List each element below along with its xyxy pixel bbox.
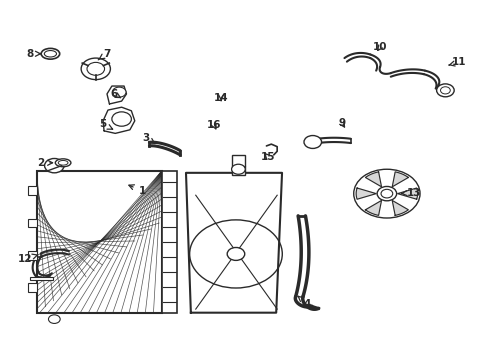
Text: 8: 8 [26, 49, 41, 59]
Circle shape [227, 247, 244, 260]
Text: 3: 3 [142, 133, 155, 144]
Polygon shape [365, 172, 381, 187]
Bar [231, 155, 244, 175]
Circle shape [48, 315, 60, 323]
Bar [28, 219, 37, 227]
Text: 2: 2 [37, 158, 53, 168]
Bar [161, 171, 177, 313]
Circle shape [436, 84, 453, 97]
Polygon shape [355, 188, 375, 199]
Bar [37, 171, 161, 313]
Text: 15: 15 [260, 152, 275, 162]
Text: 14: 14 [213, 93, 228, 103]
Text: 10: 10 [372, 42, 386, 52]
Circle shape [304, 135, 321, 148]
Ellipse shape [55, 159, 71, 167]
Polygon shape [365, 201, 381, 215]
Ellipse shape [44, 50, 57, 57]
Text: 6: 6 [110, 89, 121, 99]
Text: 12: 12 [18, 254, 38, 264]
Circle shape [380, 189, 392, 198]
Bar [30, 277, 53, 280]
Text: 11: 11 [448, 57, 466, 67]
Polygon shape [391, 172, 407, 187]
Circle shape [440, 87, 449, 94]
Bar [28, 251, 37, 260]
Circle shape [112, 87, 126, 97]
Polygon shape [397, 188, 417, 199]
Ellipse shape [58, 161, 68, 165]
Circle shape [112, 112, 131, 126]
Ellipse shape [41, 48, 60, 59]
Text: 5: 5 [99, 120, 112, 129]
Circle shape [87, 62, 104, 75]
Text: 4: 4 [297, 296, 310, 309]
Circle shape [44, 158, 64, 173]
Text: 16: 16 [206, 121, 221, 130]
Text: 13: 13 [401, 188, 421, 198]
Bar [28, 186, 37, 195]
Text: 7: 7 [98, 49, 110, 60]
Circle shape [376, 186, 396, 201]
Polygon shape [391, 201, 407, 215]
Bar [28, 283, 37, 292]
Text: 9: 9 [338, 118, 345, 128]
Circle shape [81, 58, 110, 80]
Circle shape [231, 164, 244, 174]
Text: 1: 1 [129, 185, 145, 196]
